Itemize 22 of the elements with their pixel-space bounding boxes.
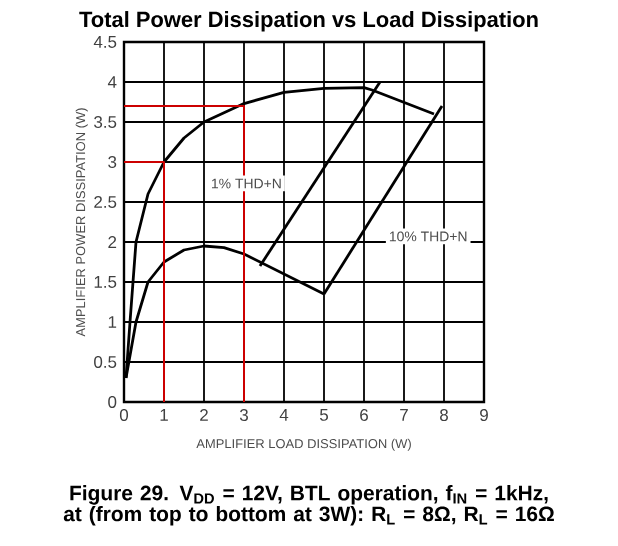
x-tick-label: 8: [440, 409, 448, 422]
chart-title: Total Power Dissipation vs Load Dissipation: [79, 11, 538, 32]
x-tick-label: 9: [480, 409, 488, 422]
y-tick-label: 4: [107, 76, 117, 88]
x-tick-label: 4: [279, 409, 289, 421]
y-tick-label: 2.5: [94, 196, 117, 208]
x-tick-label: 3: [239, 409, 248, 422]
x-tick-label: 6: [360, 409, 368, 422]
y-tick-label: 4.5: [93, 36, 117, 48]
y-tick-label: 3: [108, 156, 117, 168]
x-tick-label: 0: [119, 409, 129, 422]
y-tick-label: 1: [108, 316, 117, 328]
y-tick-label: 1.5: [94, 276, 117, 288]
x-tick-label: 7: [400, 409, 408, 421]
y-tick-label: 0: [108, 396, 117, 408]
y-tick-label: 3.5: [94, 116, 117, 128]
x-tick-label: 5: [319, 409, 329, 421]
x-tick-label: 1: [160, 409, 168, 421]
x-tick-label: 2: [200, 409, 208, 421]
y-tick-label: 0.5: [94, 356, 117, 368]
text: Figure 29. V$_{DD}$ = 12V, BTL operation, f$_{IN}$ = 1kHz, at (from top to bottom at 3W): R$_{L}$ = 8Ω, R$_{L}$ = 16Ω: [63, 485, 554, 526]
y-tick-label: 2: [108, 236, 117, 248]
